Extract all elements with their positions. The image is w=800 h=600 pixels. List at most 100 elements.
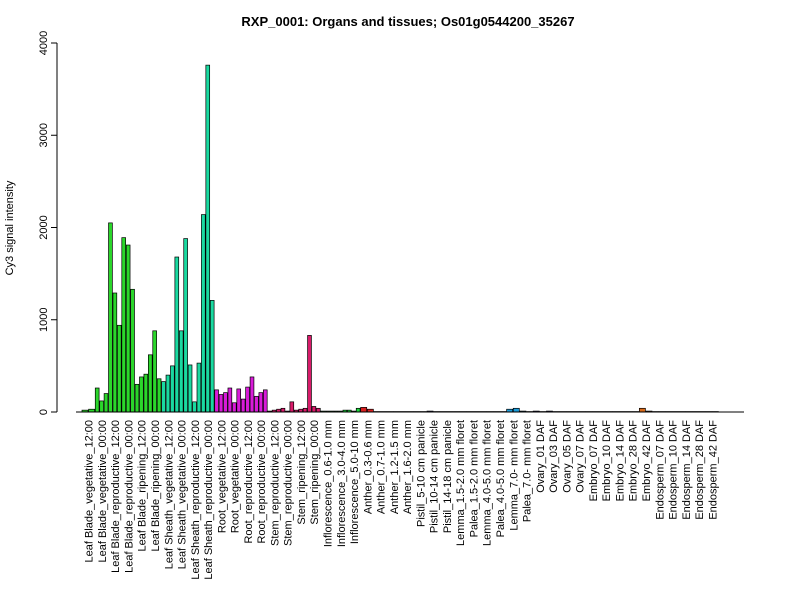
x-tick-label: Leaf Sheath_vegetative_00:00 [177, 420, 189, 569]
bar [218, 394, 224, 413]
x-tick-label: Leaf Blade_vegetative_12:00 [84, 420, 96, 563]
x-tick-label: Inflorescence_0.6-1.0 mm [323, 420, 335, 547]
bar [254, 395, 259, 413]
bar [170, 365, 175, 413]
bar [94, 387, 100, 413]
x-tick-label: Leaf Blade_reproductive_00:00 [123, 420, 135, 573]
bar [161, 381, 166, 413]
bar [130, 288, 135, 413]
x-tick-label: Pistil_14-18 cm panicle [442, 420, 454, 533]
y-tick-label: 0 [38, 409, 50, 415]
bar [249, 376, 255, 413]
x-tick-label: Inflorescence_5.0-10 mm [349, 420, 361, 544]
x-tick-label: Lemma_1.5-2.0 mm floret [455, 420, 467, 546]
bar [316, 407, 321, 413]
x-tick-label: Lemma_7.0- mm floret [508, 420, 520, 531]
bar [311, 406, 317, 413]
x-tick-label: Palea_4.0-5.0 mm floret [495, 420, 507, 537]
bar [99, 400, 104, 413]
bar [214, 389, 219, 413]
x-tick-label: Root_vegetative_12:00 [216, 420, 228, 533]
bar [240, 398, 246, 413]
bar [236, 388, 241, 413]
bar [112, 292, 118, 413]
bar [174, 256, 180, 413]
bar [117, 324, 122, 413]
x-tick-label: Leaf Sheath_reproductive_12:00 [190, 420, 202, 580]
bar [232, 402, 237, 413]
x-tick-label: Palea_7.0- mm floret [522, 420, 534, 522]
x-tick-label: Ovary_05 DAF [561, 420, 573, 493]
x-tick-label: Root_reproductive_12:00 [243, 420, 255, 544]
bars [81, 64, 719, 413]
x-tick-label: Pistil_5-10 cm panicle [415, 420, 427, 527]
x-tick-label: Ovary_07 DAF [575, 420, 587, 493]
bar [223, 392, 228, 413]
bar [209, 300, 215, 413]
bar [192, 401, 197, 413]
x-tick-label: Leaf Blade_ripening_12:00 [137, 420, 149, 552]
bar [302, 407, 308, 413]
x-tick-label: Ovary_03 DAF [548, 420, 560, 493]
x-tick-label: Endosperm_07 DAF [654, 420, 666, 520]
x-tick-label: Endosperm_10 DAF [668, 420, 680, 520]
bar [156, 378, 162, 413]
bar [201, 214, 206, 413]
chart-title: RXP_0001: Organs and tissues; Os01g05442… [241, 14, 574, 29]
x-tick-label: Embryo_14 DAF [614, 420, 626, 502]
x-tick-label: Root_reproductive_00:00 [256, 420, 268, 544]
x-tick-label: Palea_1.5-2.0 mm floret [468, 420, 480, 537]
bar [143, 373, 149, 413]
bar [183, 238, 188, 413]
x-tick-label: Endosperm_14 DAF [681, 420, 693, 520]
x-tick-label: Inflorescence_3.0-4.0 mm [336, 420, 348, 547]
x-tick-label: Leaf Blade_reproductive_12:00 [110, 420, 122, 573]
bar [134, 383, 140, 413]
y-tick-label: 1000 [38, 308, 50, 332]
x-tick-label: Anther_0.7-1.0 mm [376, 420, 388, 514]
bar [227, 387, 233, 413]
bar [638, 407, 646, 413]
x-tick-label: Root_vegetative_00:00 [230, 420, 242, 533]
bar [139, 376, 144, 413]
bar [205, 64, 211, 413]
x-tick-label: Leaf Blade_vegetative_00:00 [97, 420, 109, 563]
bar [103, 393, 109, 413]
bar [196, 362, 202, 413]
x-tick-label: Endosperm_28 DAF [694, 420, 706, 520]
x-tick-label: Embryo_10 DAF [601, 420, 613, 502]
bar [307, 335, 312, 413]
bar [187, 364, 193, 413]
x-tick-label: Embryo_42 DAF [641, 420, 653, 502]
x-tick-label: Stem_ripening_00:00 [309, 420, 321, 525]
bar [263, 389, 268, 413]
bar [289, 401, 295, 413]
x-tick-label: Embryo_28 DAF [628, 420, 640, 502]
x-tick-label: Lemma_4.0-5.0 mm floret [482, 420, 494, 546]
x-tick-label: Anther_1.6-2.0 mm [402, 420, 414, 514]
x-tick-label: Anther_1.2-1.5 mm [389, 420, 401, 514]
bar [355, 407, 361, 413]
y-tick-label: 4000 [38, 31, 50, 55]
bar [360, 407, 368, 413]
bar [108, 222, 113, 413]
bar [121, 237, 126, 413]
bar [125, 244, 131, 413]
x-tick-label: Endosperm_42 DAF [707, 420, 719, 520]
y-tick-label: 3000 [38, 123, 50, 147]
x-tick-label: Leaf Sheath_reproductive_00:00 [203, 420, 215, 580]
bar [512, 407, 520, 413]
bar [258, 392, 264, 413]
bar [152, 330, 157, 413]
x-tick-label: Stem_reproductive_00:00 [283, 420, 295, 546]
bar [148, 354, 153, 413]
bar [245, 386, 250, 413]
x-tick-label: Embryo_07 DAF [588, 420, 600, 502]
x-tick-label: Anther_0.3-0.6 mm [362, 420, 374, 514]
x-tick-label: Pistil_10-14 cm panicle [429, 420, 441, 533]
bar [165, 374, 171, 413]
bar [178, 330, 184, 413]
x-tick-labels: Leaf Blade_vegetative_12:00 Leaf Blade_ve… [84, 420, 720, 580]
